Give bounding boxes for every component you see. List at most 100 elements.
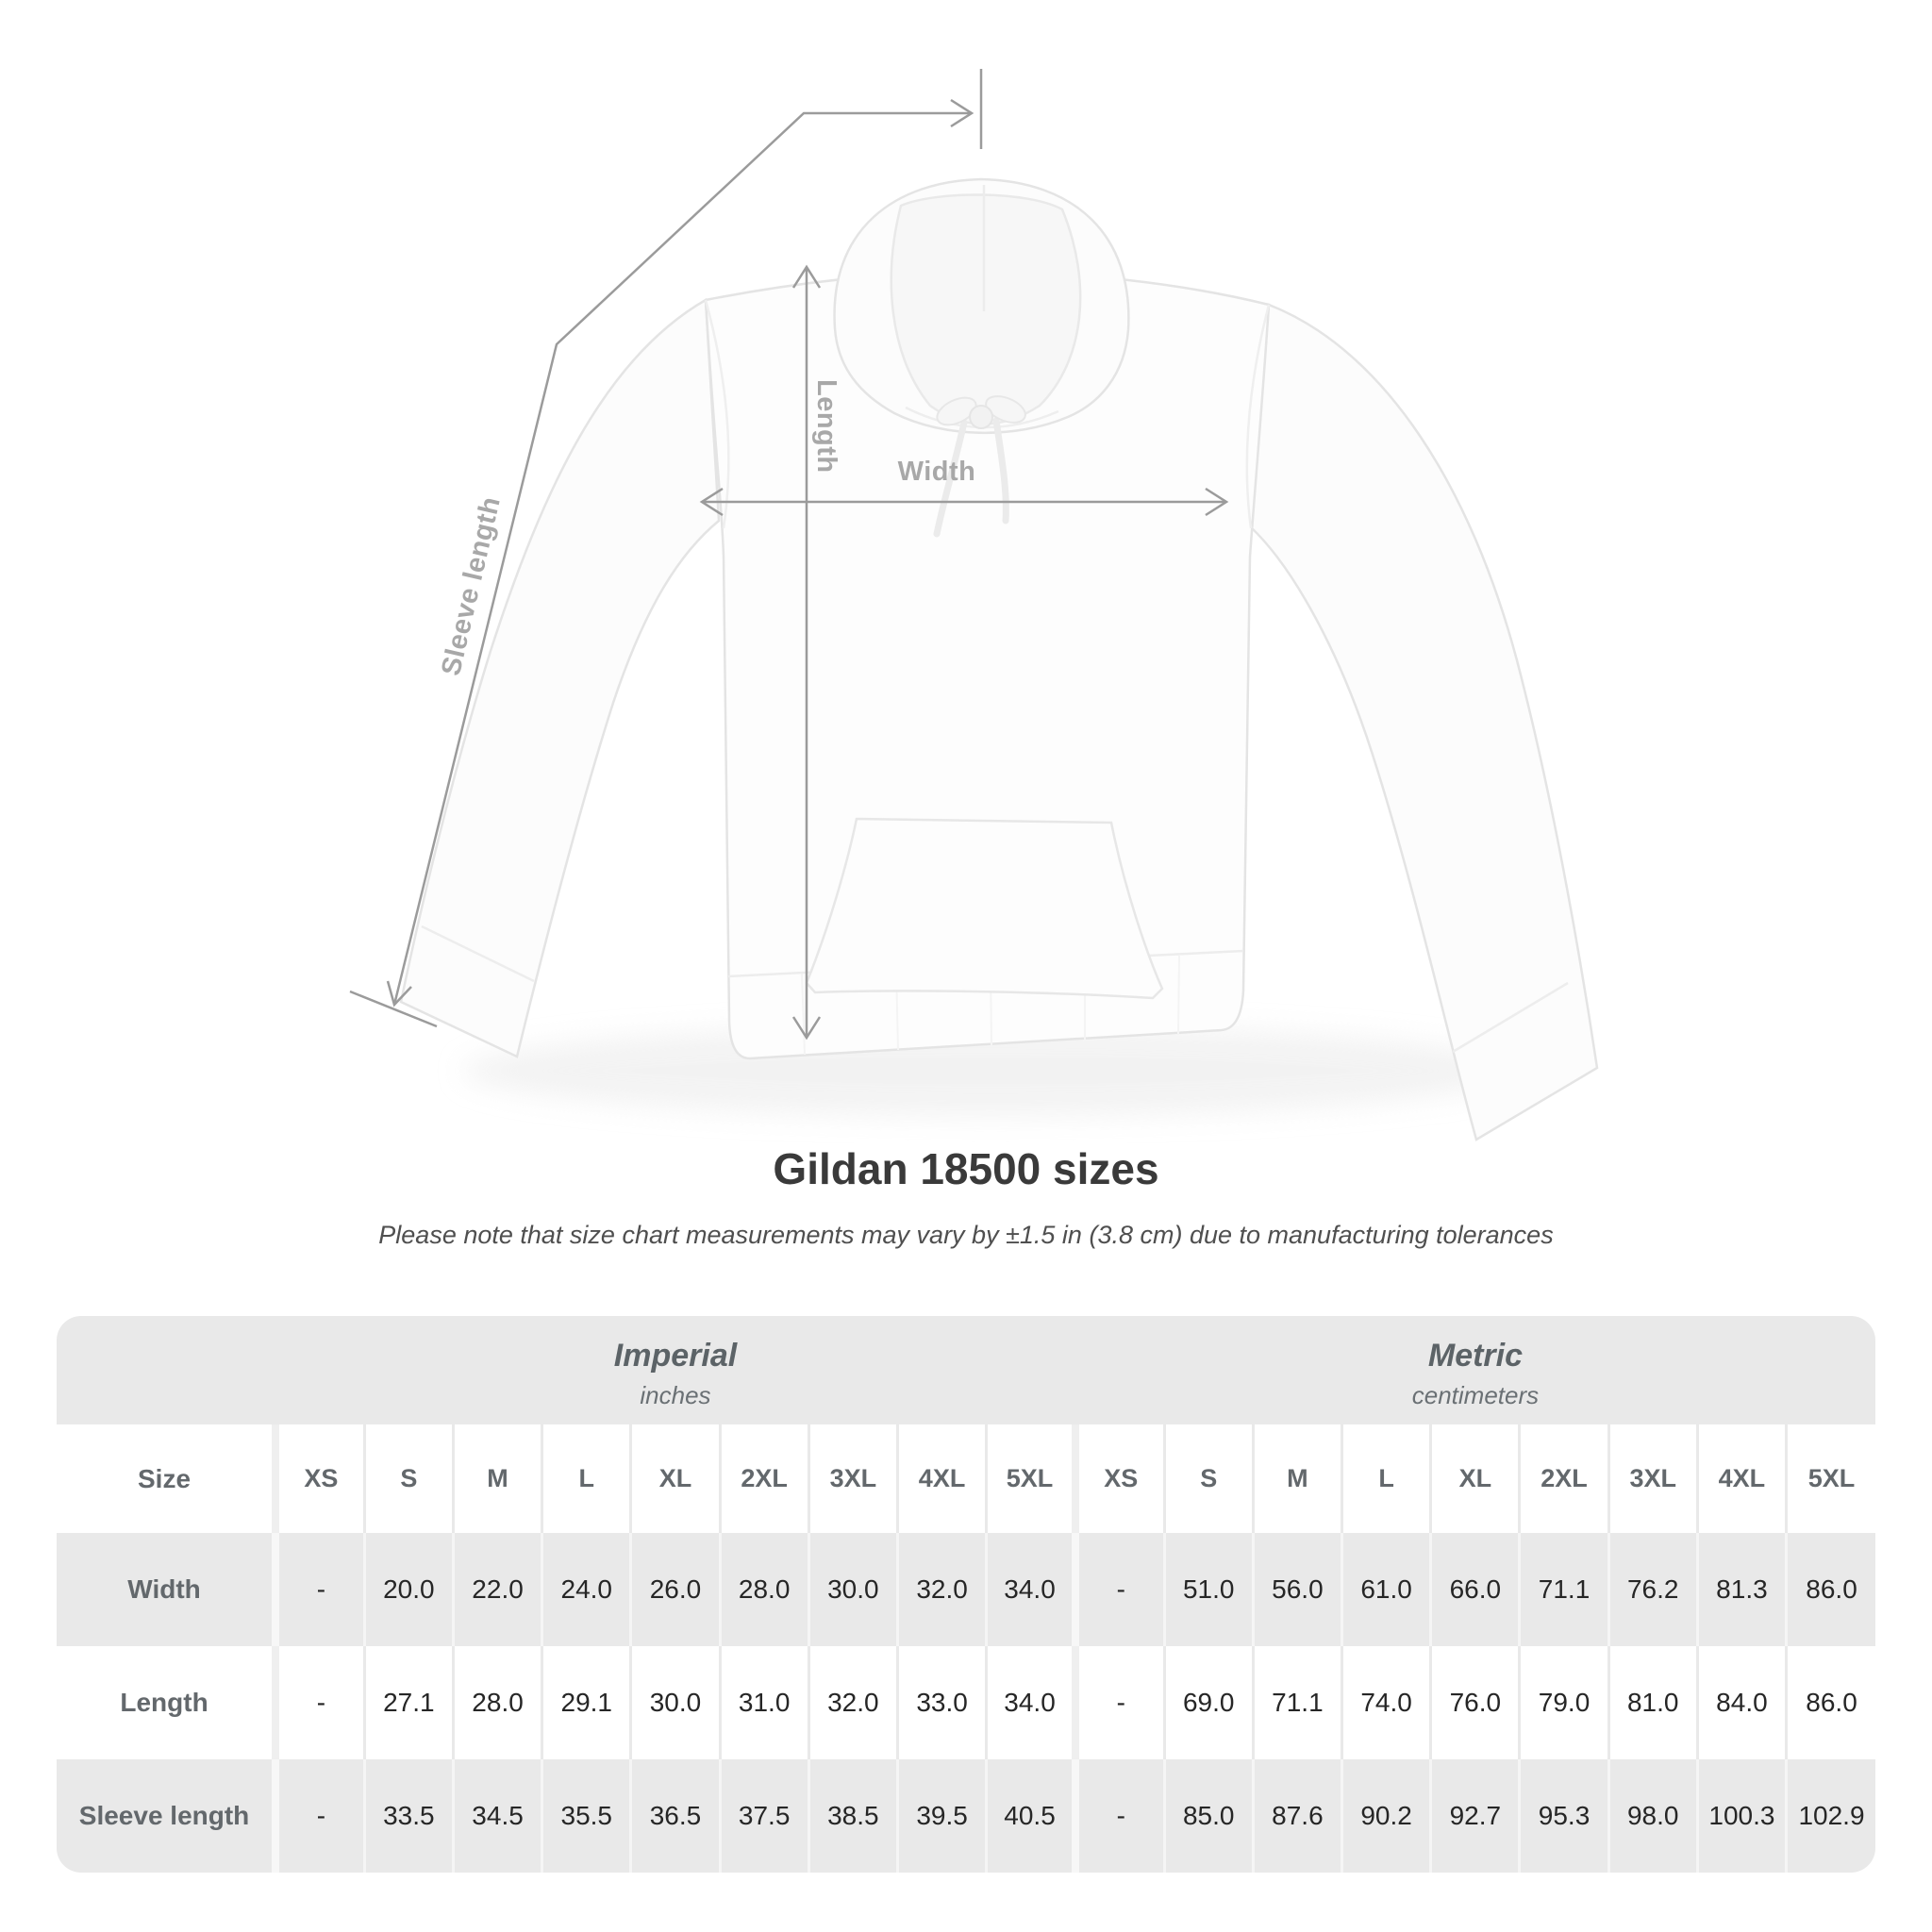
value-cell: 35.5 — [541, 1759, 631, 1873]
value-cell: 33.5 — [362, 1759, 454, 1873]
hoodie-pocket — [805, 817, 1164, 1000]
row-label: Width — [57, 1533, 276, 1646]
value-cell: 39.5 — [895, 1759, 987, 1873]
value-cell: 34.0 — [985, 1533, 1075, 1646]
value-cell: 28.0 — [718, 1533, 809, 1646]
value-cell: 34.0 — [985, 1646, 1075, 1759]
size-col-header: 3XL — [807, 1424, 898, 1533]
value-cell: 28.0 — [451, 1646, 542, 1759]
length-measure-label: Length — [811, 379, 841, 474]
garment-shadow — [462, 1025, 1519, 1116]
table-row: Length -27.1 28.0 29.1 30.0 31.0 32.0 33.0 34.0-… — [57, 1646, 1875, 1759]
unit-band-row: Imperial inches Metric centimeters — [57, 1316, 1875, 1424]
sleeve-arrowhead-top — [950, 98, 974, 128]
size-col-header: L — [541, 1424, 631, 1533]
size-col-header: XL — [629, 1424, 721, 1533]
value-cell: 79.0 — [1518, 1646, 1609, 1759]
value-cell: 20.0 — [362, 1533, 454, 1646]
size-col-header: XL — [1429, 1424, 1520, 1533]
value-cell: - — [1071, 1646, 1165, 1759]
size-col-header: S — [362, 1424, 454, 1533]
value-cell: 86.0 — [1785, 1533, 1875, 1646]
value-cell: 34.5 — [451, 1759, 542, 1873]
value-cell: 76.0 — [1429, 1646, 1520, 1759]
metric-label: Metric — [1427, 1337, 1524, 1374]
size-col-header: 5XL — [985, 1424, 1075, 1533]
value-cell: 40.5 — [985, 1759, 1075, 1873]
value-cell: - — [272, 1759, 365, 1873]
metric-unit: centimeters — [1411, 1380, 1540, 1409]
value-cell: 69.0 — [1162, 1646, 1254, 1759]
value-cell: 24.0 — [541, 1533, 631, 1646]
value-cell: 85.0 — [1162, 1759, 1254, 1873]
value-cell: 32.0 — [807, 1646, 898, 1759]
value-cell: 33.0 — [895, 1646, 987, 1759]
value-cell: - — [1071, 1759, 1165, 1873]
size-header-row: Size XS S M L XL 2XL 3XL 4XL 5XL XS S M L XL 2XL 3XL 4XL 5… — [57, 1424, 1875, 1533]
tolerance-note: Please note that size chart measurements… — [378, 1221, 1554, 1249]
value-cell: 38.5 — [807, 1759, 898, 1873]
measurement-lines — [349, 69, 1229, 1041]
value-cell: 90.2 — [1341, 1759, 1431, 1873]
value-cell: 71.1 — [1251, 1646, 1342, 1759]
width-measure-label: Width — [897, 457, 976, 487]
length-arrowhead-top — [791, 264, 822, 289]
size-col-header: M — [451, 1424, 542, 1533]
length-arrowhead-bottom — [791, 1016, 822, 1041]
imperial-unit-header: Imperial inches — [275, 1316, 1075, 1424]
value-cell: 32.0 — [895, 1533, 987, 1646]
table-row: Sleeve length -33.5 34.5 35.5 36.5 37.5 38.5 39… — [57, 1759, 1875, 1873]
sleeve-arrowhead-bottom — [386, 980, 412, 1008]
size-col-header: M — [1251, 1424, 1342, 1533]
size-col-header: 5XL — [1785, 1424, 1875, 1533]
value-cell: - — [272, 1533, 365, 1646]
row-label: Sleeve length — [57, 1759, 276, 1873]
value-cell: 26.0 — [629, 1533, 721, 1646]
value-cell: 36.5 — [629, 1759, 721, 1873]
hoodie-left-sleeve — [399, 297, 721, 1058]
value-cell: 27.1 — [362, 1646, 454, 1759]
value-cell: 100.3 — [1695, 1759, 1787, 1873]
width-arrowhead-left — [699, 487, 724, 517]
size-col-header: 2XL — [718, 1424, 809, 1533]
size-col-header: 4XL — [895, 1424, 987, 1533]
page-title: Gildan 18500 sizes — [773, 1144, 1159, 1193]
size-col-header: L — [1341, 1424, 1431, 1533]
imperial-unit: inches — [640, 1380, 711, 1409]
value-cell: 98.0 — [1607, 1759, 1698, 1873]
size-col-header: 3XL — [1607, 1424, 1698, 1533]
width-arrowhead-right — [1205, 487, 1229, 517]
value-cell: 22.0 — [451, 1533, 542, 1646]
value-cell: 30.0 — [629, 1646, 721, 1759]
size-col-header: 2XL — [1518, 1424, 1609, 1533]
size-col-header: S — [1162, 1424, 1254, 1533]
size-col-header: XS — [1071, 1424, 1165, 1533]
hood-drawstrings — [933, 395, 1026, 538]
size-column-title: Size — [57, 1424, 276, 1533]
value-cell: 29.1 — [541, 1646, 631, 1759]
value-cell: 87.6 — [1251, 1759, 1342, 1873]
value-cell: 30.0 — [807, 1533, 898, 1646]
hood-opening — [890, 193, 1082, 425]
value-cell: 51.0 — [1162, 1533, 1254, 1646]
value-cell: 86.0 — [1785, 1646, 1875, 1759]
imperial-label: Imperial — [613, 1337, 738, 1374]
row-label: Length — [57, 1646, 276, 1759]
value-cell: 61.0 — [1341, 1533, 1431, 1646]
value-cell: 95.3 — [1518, 1759, 1609, 1873]
table-row: Width -20.0 22.0 24.0 26.0 28.0 30.0 32.0 34.0-5… — [57, 1533, 1875, 1646]
size-table: Imperial inches Metric centimeters Size X… — [57, 1316, 1875, 1873]
value-cell: 31.0 — [718, 1646, 809, 1759]
sleeve-length-line — [392, 111, 972, 1006]
value-cell: 76.2 — [1607, 1533, 1698, 1646]
unit-band-spacer — [57, 1316, 276, 1424]
cuff-tick — [349, 990, 438, 1028]
value-cell: 81.3 — [1695, 1533, 1787, 1646]
value-cell: 37.5 — [718, 1759, 809, 1873]
value-cell: 84.0 — [1695, 1646, 1787, 1759]
value-cell: 74.0 — [1341, 1646, 1431, 1759]
value-cell: 66.0 — [1429, 1533, 1520, 1646]
value-cell: 102.9 — [1785, 1759, 1875, 1873]
